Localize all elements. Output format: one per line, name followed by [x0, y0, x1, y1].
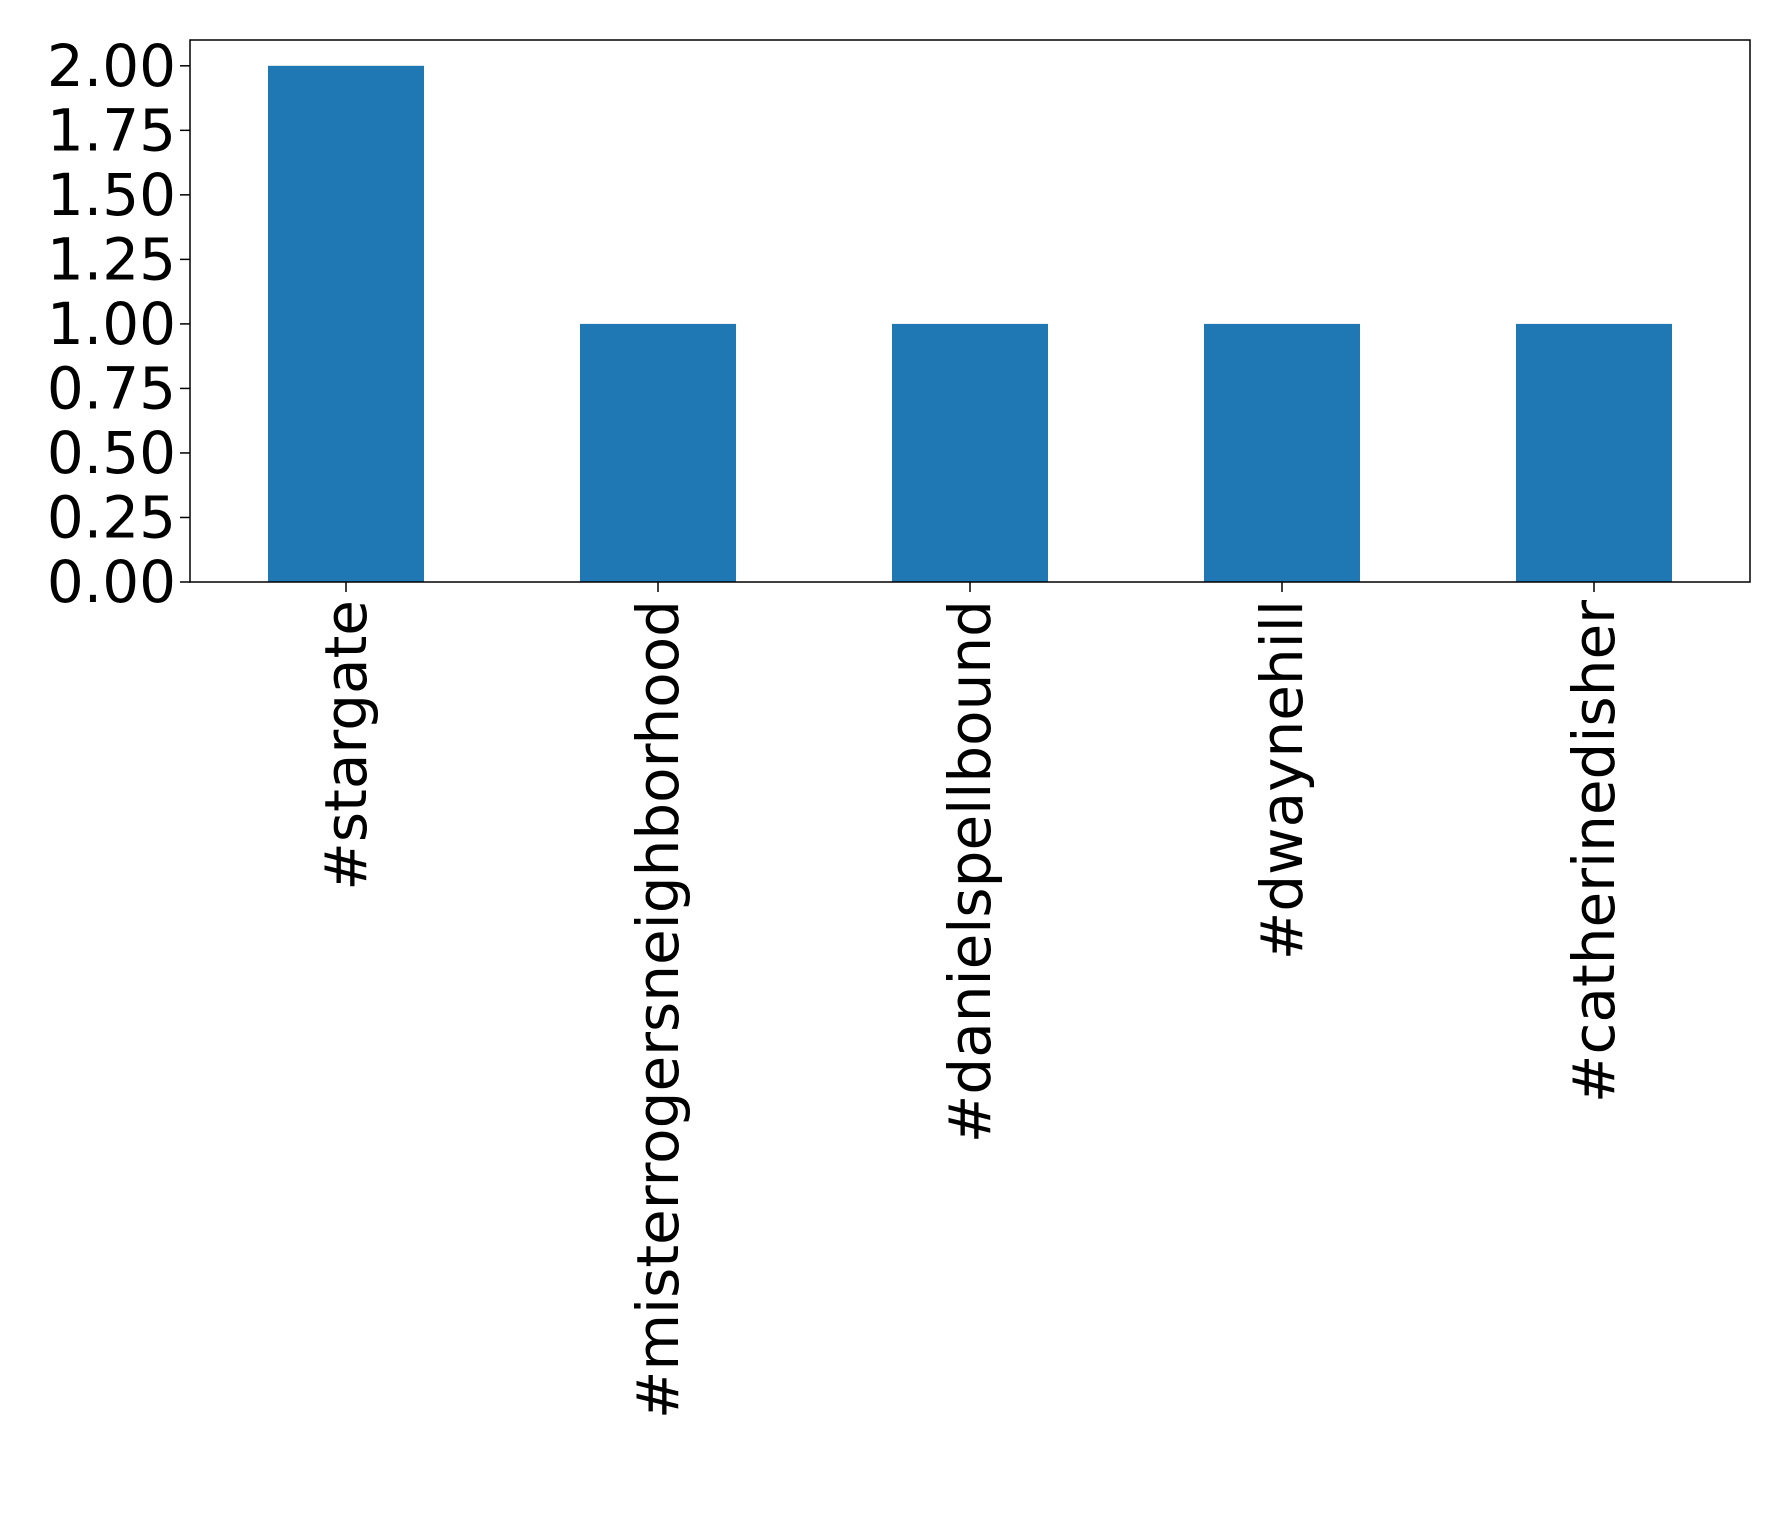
y-tick-label: 1.50 — [47, 161, 176, 229]
x-tick-label: #catherinedisher — [1560, 600, 1628, 1103]
x-tick-label: #stargate — [312, 600, 380, 891]
plot-frame — [189, 39, 1751, 583]
y-tick-label: 0.00 — [47, 548, 176, 616]
x-tick-label: #danielspellbound — [936, 600, 1004, 1143]
y-tick-label: 0.25 — [47, 483, 176, 551]
y-tick-label: 0.75 — [47, 354, 176, 422]
x-tick-label: #dwaynehill — [1248, 600, 1316, 960]
y-tick-label: 2.00 — [47, 32, 176, 100]
bar-5 — [1516, 323, 1672, 582]
y-tick-label: 1.00 — [47, 290, 176, 358]
y-tick-label: 0.50 — [47, 419, 176, 487]
y-tick-label: 1.75 — [47, 96, 176, 164]
bar-3 — [892, 323, 1048, 582]
bar-2 — [580, 323, 736, 582]
bar-4 — [1204, 323, 1360, 582]
bar-1 — [268, 65, 424, 583]
x-tick-label: #misterrogersneighborhood — [624, 600, 692, 1419]
y-tick-label: 1.25 — [47, 225, 176, 293]
